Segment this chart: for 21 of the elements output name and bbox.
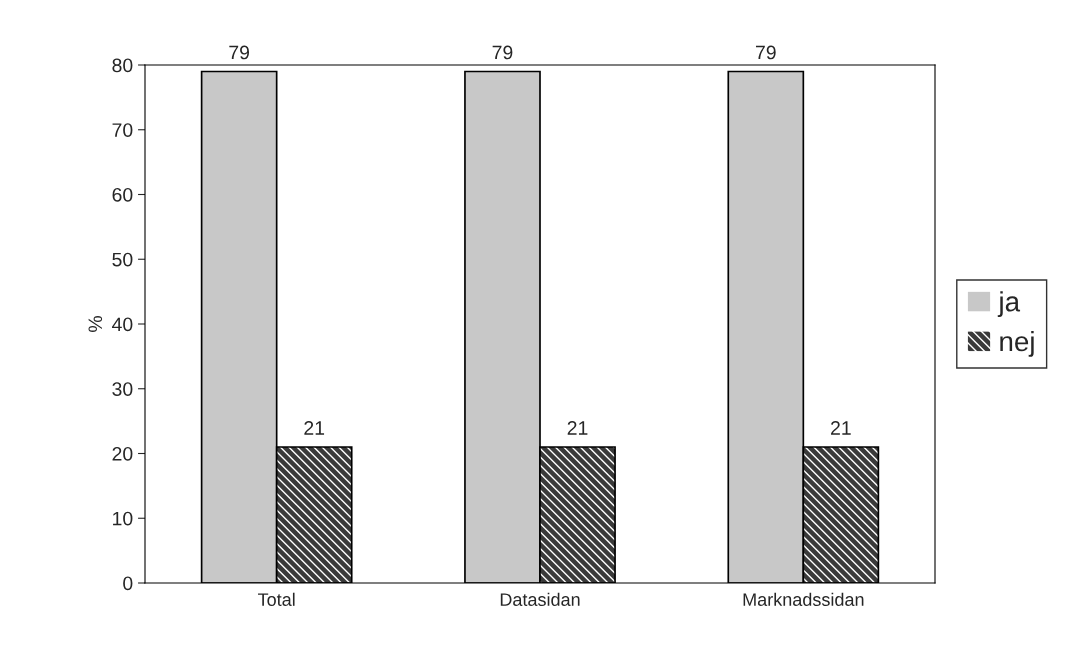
y-tick-label: 60 (112, 187, 133, 202)
x-tick-label: Total (258, 592, 295, 606)
y-tick-label: 70 (112, 123, 133, 137)
legend-label: nej (1000, 330, 1034, 357)
data-label: 79 (755, 45, 776, 60)
data-label: 79 (229, 45, 250, 60)
y-tick-label: 30 (112, 382, 133, 396)
data-label: 21 (304, 421, 325, 435)
x-tick-label: Datasidan (500, 592, 580, 606)
y-tick-label: 50 (112, 252, 133, 267)
y-tick-label: 0 (123, 576, 133, 591)
y-tick-label: 80 (112, 58, 133, 73)
data-label: 21 (567, 421, 588, 435)
data-label: 21 (831, 421, 851, 435)
data-label: 79 (492, 45, 513, 60)
legend-label: ja (997, 291, 1021, 318)
y-tick-label: 40 (112, 317, 133, 332)
y-axis-title: % (88, 316, 103, 332)
x-tick-label: Marknadssidan (743, 592, 864, 606)
y-tick-label: 20 (112, 446, 133, 461)
y-tick-label: 10 (113, 511, 133, 526)
